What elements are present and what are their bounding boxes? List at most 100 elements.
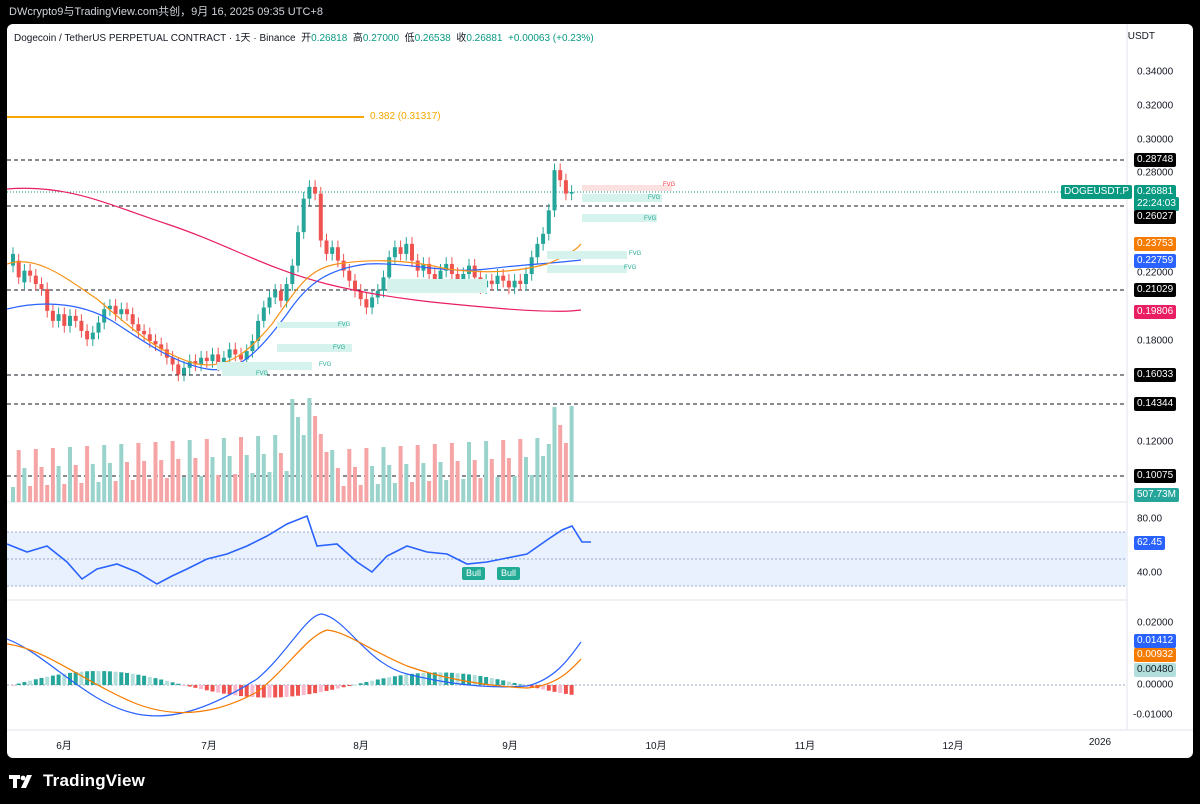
volume-bar xyxy=(375,484,380,502)
macd-histogram-bar xyxy=(125,672,129,685)
volume-bar xyxy=(467,442,471,502)
macd-histogram-bar xyxy=(484,676,489,685)
level-tag[interactable]: 0.21029 xyxy=(1134,283,1177,297)
macd-histogram-bar xyxy=(85,671,90,685)
macd-histogram-bar xyxy=(244,685,249,697)
volume-bar xyxy=(261,454,266,502)
price-tick: 0.32000 xyxy=(1137,100,1174,112)
fvg-zone xyxy=(277,344,352,352)
macd-histogram-bar xyxy=(330,685,335,690)
volume-bar xyxy=(472,460,477,502)
currency-unit[interactable]: USDT xyxy=(1127,31,1155,42)
candle-body xyxy=(204,357,209,362)
bull-divergence-badge[interactable]: Bull xyxy=(462,567,486,580)
volume-bar xyxy=(68,447,72,502)
volume-bar xyxy=(404,464,409,502)
macd-tag[interactable]: 0.01412 xyxy=(1134,634,1177,648)
symbol-price-tag[interactable]: DOGEUSDT.P xyxy=(1061,185,1133,199)
macd-histogram-bar xyxy=(102,671,107,685)
volume-bar xyxy=(387,465,392,502)
signal-tag[interactable]: 0.00932 xyxy=(1134,648,1177,662)
macd-histogram-bar xyxy=(478,676,483,685)
macd-histogram-bar xyxy=(96,671,101,685)
volume-bar xyxy=(85,446,90,502)
candle-body xyxy=(347,270,352,281)
macd-histogram-bar xyxy=(16,683,21,685)
price-tick: 0.12000 xyxy=(1137,436,1174,448)
chart-canvas[interactable] xyxy=(7,24,1193,758)
volume-bar xyxy=(347,449,352,502)
volume-tag[interactable]: 507.73M xyxy=(1134,488,1179,502)
candle-body xyxy=(233,349,238,355)
candle-body xyxy=(28,270,33,276)
volume-bar xyxy=(28,486,33,502)
fvg-zone xyxy=(582,214,657,222)
volume-bar xyxy=(159,460,164,502)
volume-bar xyxy=(239,437,243,502)
low-value: 0.26538 xyxy=(414,33,451,44)
tradingview-logo[interactable]: TradingView xyxy=(9,768,145,794)
level-tag[interactable]: 0.26027 xyxy=(1134,210,1177,224)
candle-body xyxy=(210,354,215,362)
candle-body xyxy=(62,314,67,326)
macd-histogram-bar xyxy=(541,685,546,690)
candle-body xyxy=(569,191,574,194)
candle-body xyxy=(216,354,221,365)
ema-blue-tag[interactable]: 0.22759 xyxy=(1134,254,1177,268)
candle-body xyxy=(113,305,118,315)
volume-bar xyxy=(296,417,300,502)
level-tag[interactable]: 0.10075 xyxy=(1134,469,1177,483)
volume-bar xyxy=(11,487,15,502)
candle-body xyxy=(364,299,369,308)
volume-bar xyxy=(290,399,295,502)
volume-bar xyxy=(506,458,511,502)
volume-bar xyxy=(427,481,432,502)
volume-bar xyxy=(318,434,323,502)
level-tag[interactable]: 0.16033 xyxy=(1134,368,1177,382)
candle-body xyxy=(518,280,523,285)
fvg-zone xyxy=(387,279,487,293)
candle-body xyxy=(512,280,517,288)
bull-divergence-badge[interactable]: Bull xyxy=(497,567,521,580)
macd-histogram-bar xyxy=(164,680,169,685)
volume-bar xyxy=(410,482,414,502)
volume-bar xyxy=(284,471,289,502)
macd-histogram-bar xyxy=(56,674,61,685)
volume-bar xyxy=(193,458,198,502)
volume-bar xyxy=(119,444,124,502)
last-price-tag[interactable]: 0.26881 xyxy=(1134,185,1177,199)
candle-body xyxy=(296,232,300,266)
volume-bar xyxy=(392,483,397,502)
macd-histogram-bar xyxy=(22,682,27,685)
volume-bar xyxy=(535,438,540,502)
macd-histogram-bar xyxy=(296,685,300,696)
candle-body xyxy=(404,243,409,254)
volume-bar xyxy=(370,466,375,502)
candle-body xyxy=(107,305,112,310)
volume-bar xyxy=(444,480,449,502)
candle-body xyxy=(335,247,340,261)
candle-body xyxy=(239,354,243,360)
rsi-tag[interactable]: 62.45 xyxy=(1134,536,1166,550)
ema-orange-tag[interactable]: 0.23753 xyxy=(1134,237,1177,251)
ema-red-tag[interactable]: 0.19806 xyxy=(1134,305,1177,319)
macd-histogram-bar xyxy=(79,671,84,685)
fvg-zone xyxy=(547,251,627,259)
chart-panel[interactable]: Dogecoin / TetherUS PERPETUAL CONTRACT ·… xyxy=(7,24,1193,758)
macd-histogram-bar xyxy=(495,679,500,685)
macd-histogram-bar xyxy=(159,679,164,685)
candle-body xyxy=(79,320,84,331)
hist-tag[interactable]: 0.00480 xyxy=(1134,663,1177,677)
fib-label[interactable]: 0.382 (0.31317) xyxy=(370,111,441,122)
macd-histogram-bar xyxy=(552,685,557,692)
level-tag[interactable]: 0.28748 xyxy=(1134,153,1177,167)
level-tag[interactable]: 0.14344 xyxy=(1134,397,1177,411)
macd-histogram-bar xyxy=(33,679,38,685)
volume-bar xyxy=(495,477,500,502)
volume-bar xyxy=(142,461,147,502)
change-value: +0.00063 (+0.23%) xyxy=(508,33,594,44)
symbol-title[interactable]: Dogecoin / TetherUS PERPETUAL CONTRACT ·… xyxy=(14,33,296,44)
candle-body xyxy=(529,257,534,274)
candle-body xyxy=(199,357,204,365)
volume-bar xyxy=(546,444,551,502)
